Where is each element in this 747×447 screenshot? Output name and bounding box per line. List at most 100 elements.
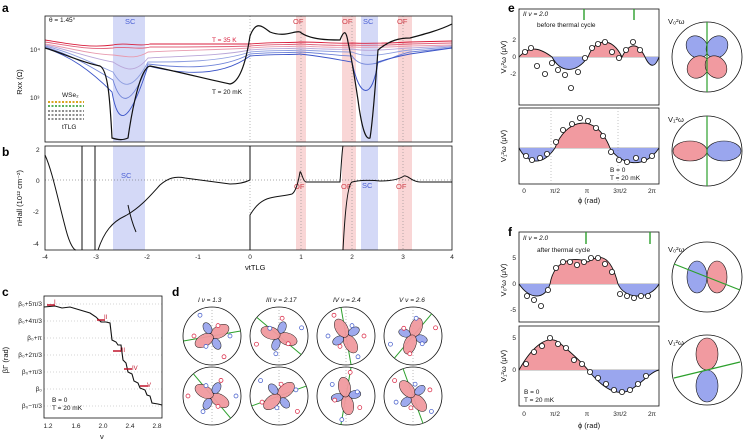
- marker-II: II: [104, 315, 108, 321]
- f-xtick-3: π: [585, 411, 590, 418]
- xtick-b-4: -1: [195, 254, 201, 261]
- polar-d-lobe: [268, 383, 279, 395]
- frame-f-bot: [518, 325, 660, 407]
- f-note-1: B = 0: [524, 389, 540, 396]
- nhall-dip: [127, 204, 137, 233]
- polar-d-point: [215, 323, 221, 328]
- e-top-blue-1: [552, 57, 588, 70]
- polar-d-point: [392, 378, 397, 383]
- curve-t5: [44, 45, 453, 85]
- f-note-2: T = 20 mK: [524, 397, 555, 404]
- e-ylabel-bot: V₁²ω (μV): [499, 129, 508, 162]
- inset-lattice: WSe₂ tTLG: [48, 92, 84, 131]
- polar-d-1-1: [182, 306, 242, 366]
- polar-d-point: [227, 333, 233, 339]
- polar-d-point: [361, 333, 367, 339]
- e-polar-bot-label: V₁²ω: [668, 115, 684, 124]
- f-polar-top-lobe-2: [706, 260, 728, 294]
- sc-label-a1: SC: [125, 17, 136, 26]
- polar-d-point: [279, 315, 285, 321]
- panel-e: e II ν = 2.0 before thermal cycle 2 0 -2…: [499, 1, 743, 205]
- polar-grid-d: [182, 306, 443, 426]
- curve-t6: [44, 46, 453, 99]
- e-note-1: B = 0: [610, 167, 626, 174]
- marker-IV: IV: [132, 366, 138, 372]
- f-polar-bot-lobe-2: [695, 369, 719, 403]
- inset-ttlg-label: tTLG: [62, 124, 76, 131]
- polar-d-point: [254, 341, 259, 347]
- ylabel-b: nHall (10¹² cm⁻²): [15, 169, 24, 226]
- polar-d-point: [339, 417, 345, 422]
- polar-d-2-4: [383, 366, 443, 426]
- note-c-1: B = 0: [52, 397, 68, 404]
- f-top-blue-2: [618, 284, 659, 296]
- marker-V: V: [147, 383, 151, 389]
- temp-label-hi: T = 35 K: [212, 37, 237, 44]
- e-note: before thermal cycle: [537, 22, 596, 29]
- e-xtick-2: π/2: [550, 188, 560, 195]
- ytick-b-1: 2: [36, 147, 40, 154]
- f-ylabel-bot: V₁²ω (μV): [499, 349, 508, 382]
- curve-t3: [44, 43, 453, 58]
- polar-d-point: [401, 325, 407, 331]
- note-c-2: T = 20 mK: [52, 405, 83, 412]
- marker-III: III: [120, 348, 125, 354]
- xtick-b-6: 1: [299, 254, 303, 261]
- of-band-3: [398, 16, 412, 142]
- temp-label-lo: T = 20 mK: [212, 89, 243, 96]
- polar-d-point: [325, 333, 331, 339]
- e-top-ytick-2: 0: [512, 54, 516, 61]
- ytick-a-2: 10³: [30, 95, 40, 102]
- polar-d-lobe: [403, 334, 417, 355]
- frame-e-bot: [518, 107, 660, 185]
- d-header-4: V ν = 2.6: [399, 297, 425, 304]
- ytick-b-4: -4: [33, 241, 39, 248]
- f-polar-bot-label: V₁²ω: [668, 338, 684, 347]
- f-top-ytick-2: 0: [512, 281, 516, 288]
- xtick-b-5: 0: [248, 254, 252, 261]
- f-top-ytick-1: 5: [512, 255, 516, 262]
- frame-a: [44, 15, 453, 143]
- f-polar-top-label: V₀²ω: [668, 245, 685, 254]
- polar-d-point: [337, 344, 343, 349]
- polar-d-point: [331, 312, 337, 318]
- f-polar-top-lobe-1: [686, 260, 708, 294]
- panel-a: a SC SC OF OF OF T = 35 K T = 20 mK θ = …: [2, 1, 453, 143]
- polar-d-point: [433, 325, 438, 331]
- polar-d-point: [419, 341, 425, 347]
- polar-d-point: [295, 409, 300, 414]
- polar-d-point: [388, 341, 393, 347]
- curve-35K: [44, 39, 453, 47]
- ytick-c-2: β₀+4π/3: [18, 318, 42, 325]
- f-xtick-1: 0: [522, 411, 526, 418]
- f-xtick-2: π/2: [550, 411, 560, 418]
- e-polar-top-lobe-2: [705, 35, 729, 59]
- f-top-blue-1: [519, 284, 550, 296]
- xtick-c-5: 2.8: [152, 423, 161, 430]
- frame-b: [44, 145, 453, 251]
- polar-d-point: [274, 405, 280, 411]
- f-xtick-5: 2π: [648, 411, 657, 418]
- polar-d-lobe: [338, 376, 351, 398]
- inset-wse2-label: WSe₂: [62, 92, 79, 99]
- polar-d-1-2: [249, 306, 309, 366]
- polar-d-point: [218, 378, 224, 383]
- curve-t4: [44, 44, 453, 70]
- polar-d-point: [258, 378, 263, 383]
- polar-d-point: [197, 312, 203, 318]
- of-label-b1: OF: [294, 182, 305, 191]
- polar-d-1-4: [383, 306, 443, 366]
- sc-label-b2: SC: [362, 181, 373, 190]
- ytick-c-4: β₀+2π/3: [18, 352, 42, 359]
- of-band-2: [342, 16, 356, 142]
- panel-c: c I II III IV V β₀+5π/3 β₀+4π: [1, 285, 163, 441]
- panel-b: b SC SC OF OF OF 2 0 -2 -4 nHall (10¹² c…: [2, 145, 454, 272]
- ytick-c-1: β₀+5π/3: [18, 301, 42, 308]
- e-polar-bot-lobe-1: [672, 140, 708, 162]
- xtick-c-1: 1.2: [43, 423, 52, 430]
- panel-label-d: d: [172, 285, 179, 299]
- polar-d-point: [354, 389, 360, 395]
- polar-d-point: [185, 393, 191, 399]
- xtick-b-2: -3: [93, 254, 99, 261]
